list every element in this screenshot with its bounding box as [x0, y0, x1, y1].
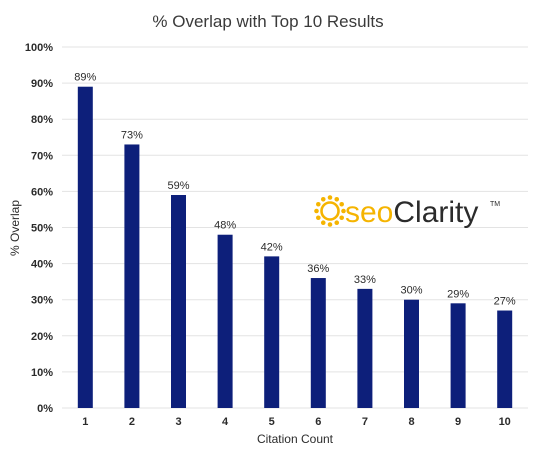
x-tick-label: 4 [222, 416, 229, 428]
x-axis-label: Citation Count [257, 432, 334, 446]
x-tick-label: 10 [499, 416, 511, 428]
bar [264, 256, 280, 408]
x-axis-ticks: 1 2 3 4 5 6 7 8 9 10 [82, 416, 511, 428]
y-tick-label: 80% [31, 114, 53, 126]
chart-title: % Overlap with Top 10 Results [152, 12, 383, 31]
gridlines [62, 46, 528, 409]
y-tick-label: 100% [25, 42, 53, 54]
y-tick-label: 0% [37, 403, 53, 415]
y-tick-label: 10% [31, 367, 53, 379]
y-tick-label: 60% [31, 186, 53, 198]
y-axis-ticks: 0% 10% 20% 30% 40% 50% 60% 70% 80% 90% 100% [25, 42, 53, 415]
bar [497, 310, 513, 408]
data-label: 48% [214, 220, 236, 232]
logo-trademark: TM [490, 201, 500, 208]
y-tick-label: 70% [31, 150, 53, 162]
bars [77, 86, 513, 409]
logo-seo-text: seo [345, 196, 393, 229]
y-axis-label: % Overlap [8, 200, 22, 256]
data-label: 30% [400, 285, 422, 297]
data-label: 89% [74, 72, 96, 84]
bar [404, 299, 419, 408]
data-label: 29% [447, 288, 469, 300]
data-label: 42% [261, 241, 283, 253]
logo-text: seoClarity [345, 196, 478, 229]
x-tick-label: 6 [315, 416, 321, 428]
bar [171, 195, 186, 408]
data-label: 27% [494, 296, 516, 308]
seoclarity-logo: seoClarity TM [314, 195, 500, 229]
y-tick-label: 40% [31, 259, 53, 271]
data-label: 73% [121, 129, 143, 141]
y-tick-label: 20% [31, 331, 53, 343]
sun-icon [314, 195, 346, 227]
x-tick-label: 1 [82, 416, 88, 428]
bar [217, 234, 233, 408]
data-label: 36% [307, 263, 329, 275]
data-label: 33% [354, 274, 376, 286]
x-tick-label: 9 [455, 416, 461, 428]
bar [77, 86, 93, 409]
x-tick-label: 2 [129, 416, 135, 428]
x-tick-label: 7 [362, 416, 368, 428]
logo-clarity-text: Clarity [393, 196, 478, 229]
bar [124, 144, 140, 408]
y-tick-label: 50% [31, 223, 53, 235]
y-tick-label: 90% [31, 78, 53, 90]
y-tick-label: 30% [31, 295, 53, 307]
x-tick-label: 3 [175, 416, 181, 428]
bar [310, 278, 326, 408]
bar [357, 288, 373, 408]
data-label: 59% [167, 180, 189, 192]
bar [450, 303, 466, 408]
data-labels: 89% 73% 59% 48% 42% 36% 33% 30% 29% 27% [74, 72, 516, 308]
x-tick-label: 5 [269, 416, 275, 428]
x-tick-label: 8 [408, 416, 414, 428]
